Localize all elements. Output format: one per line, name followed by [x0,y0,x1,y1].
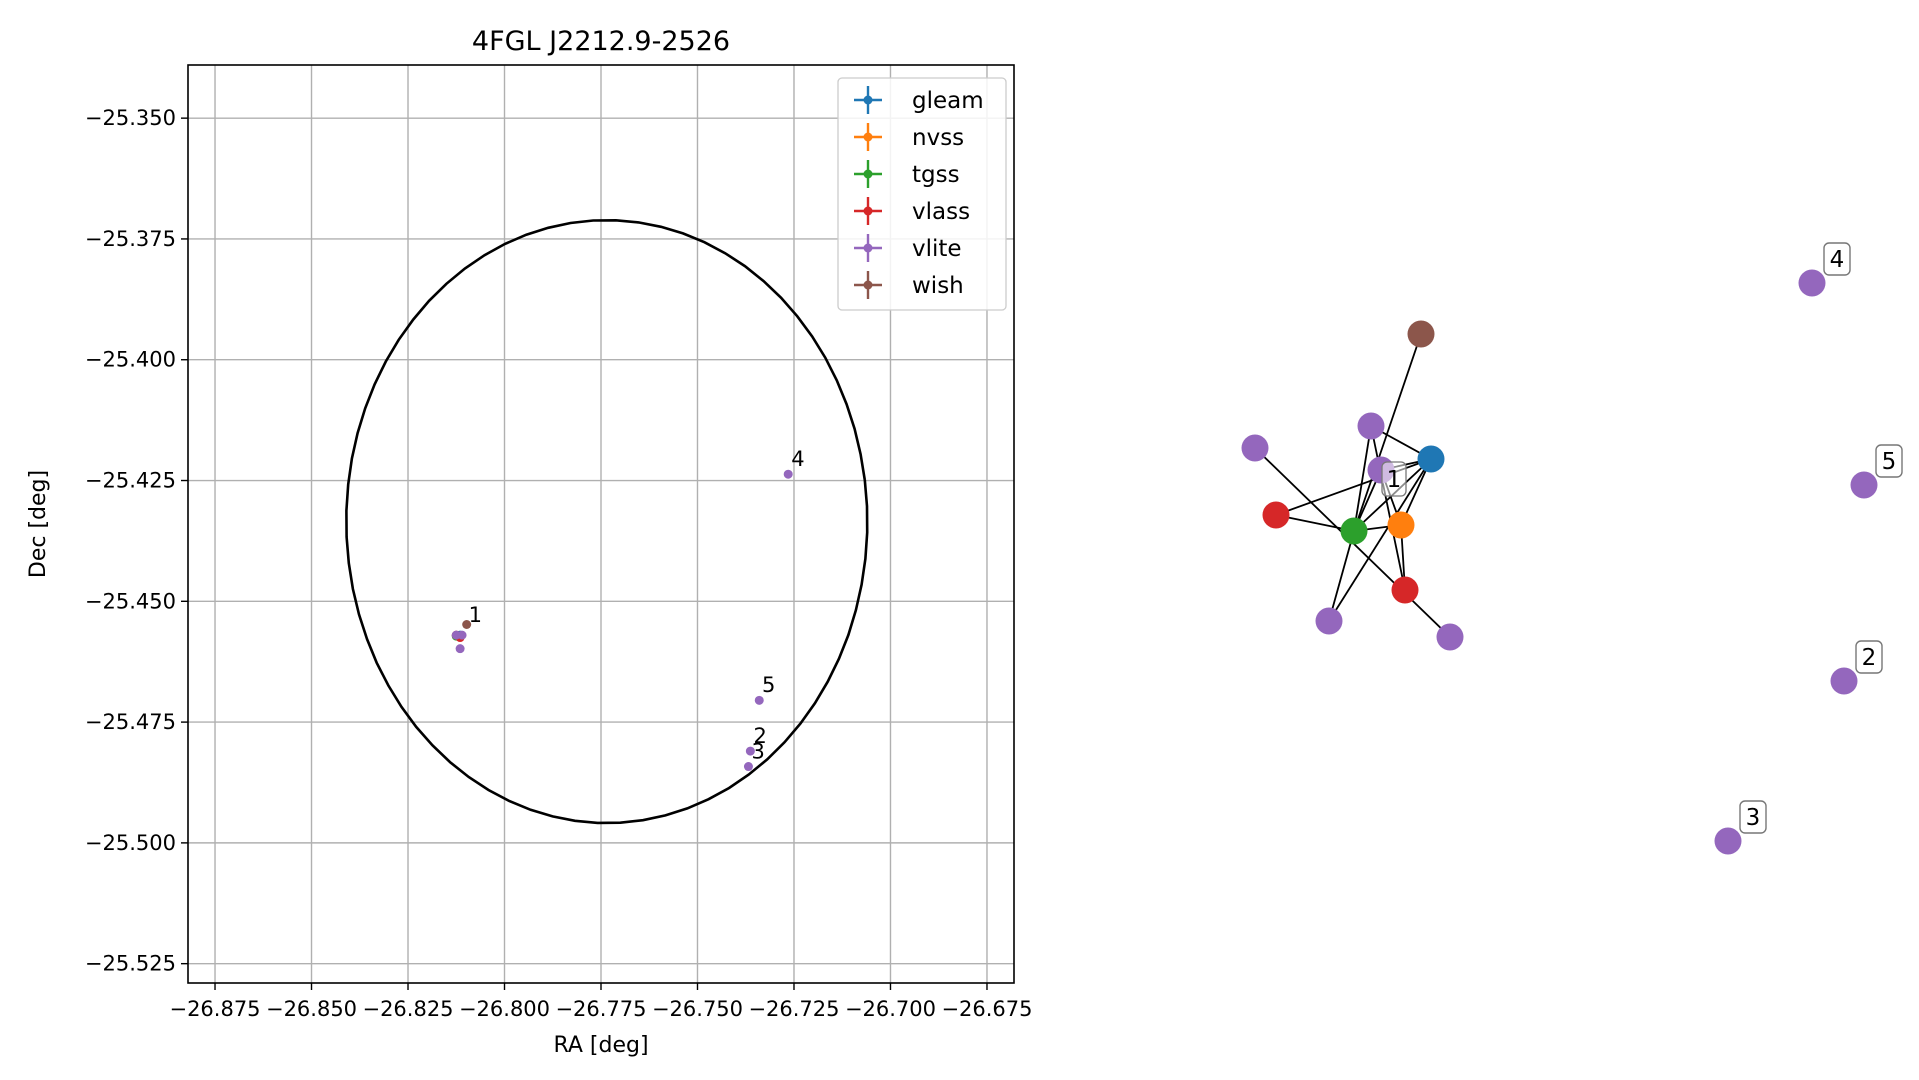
network-edge [1275,458,1432,516]
point-annotation: 1 [469,603,482,627]
node-label: 4 [1830,247,1845,273]
network-node [1387,511,1415,539]
legend-marker-dot [863,132,873,142]
y-tick-label: −25.350 [85,106,176,130]
y-tick-label: −25.450 [85,589,176,613]
network-node [1830,667,1858,695]
chart-title: 4FGL J2212.9-2526 [472,26,730,57]
data-point-vlite [457,630,467,640]
network-node [1714,827,1742,855]
network-edges [1254,333,1451,638]
x-tick-label: −26.775 [555,997,646,1021]
y-ticks: −25.350 −25.375 −25.400 −25.425 −25.450 −25.4… [85,106,188,976]
point-annotation: 3 [752,739,765,763]
x-tick-label: −26.850 [266,997,357,1021]
node-label: 2 [1862,645,1877,671]
data-point-wish [462,619,472,629]
legend-label: nvss [912,125,964,151]
network-node [1850,471,1878,499]
legend-label: tgss [912,162,960,188]
x-tick-label: −26.700 [845,997,936,1021]
data-point-vlite [743,762,753,772]
localization-ellipse [345,218,869,825]
x-tick-label: −26.875 [169,997,260,1021]
legend-label: vlass [912,199,970,225]
x-tick-label: −26.675 [941,997,1032,1021]
y-tick-label: −25.525 [85,952,176,976]
legend-label: gleam [912,88,984,114]
data-points [451,469,793,772]
network-node [1407,320,1435,348]
y-tick-label: −25.425 [85,469,176,493]
cluster-label: 1 [1387,467,1402,493]
legend-marker-dot [863,206,873,216]
legend-marker-dot [863,95,873,105]
legend-marker-dot [863,169,873,179]
network-node [1798,269,1826,297]
node-label-box [1739,800,1767,834]
network-panel: 4 5 2 3 1 [1241,242,1903,855]
y-tick-label: −25.375 [85,227,176,251]
node-label-box [1855,640,1883,674]
x-tick-label: −26.800 [459,997,550,1021]
point-annotation: 5 [762,673,775,697]
data-point-vlite [745,746,755,756]
point-annotation: 4 [791,447,804,471]
network-labels: 4 5 2 3 1 [1381,242,1903,834]
point-annotation: 2 [753,724,766,748]
data-point-vlite [455,644,465,654]
network-node [1391,576,1419,604]
data-point-vlite [754,695,764,705]
ellipse-outline [345,218,869,825]
y-tick-label: −25.500 [85,831,176,855]
network-node [1241,434,1269,462]
legend: gleam nvss tgss vlass vlite wish [837,77,1007,311]
data-point-vlite [783,469,793,479]
network-edge [1353,425,1372,532]
x-axis-label: RA [deg] [553,1033,648,1058]
network-nodes [1241,269,1878,855]
legend-label: wish [912,273,964,299]
y-axis-label: Dec [deg] [26,470,51,578]
network-node [1357,412,1385,440]
y-tick-label: −25.475 [85,710,176,734]
x-tick-label: −26.825 [362,997,453,1021]
network-edge [1353,333,1422,532]
x-ticks: −26.875 −26.850 −26.825 −26.800 −26.775 −26.7… [169,983,1033,1021]
network-node [1417,445,1445,473]
node-label: 5 [1882,449,1897,475]
network-node [1340,517,1368,545]
y-tick-label: −25.400 [85,348,176,372]
legend-marker-dot [863,243,873,253]
node-label: 3 [1746,805,1761,831]
network-node [1262,501,1290,529]
network-edge [1328,530,1355,622]
network-edge [1328,458,1432,622]
x-tick-label: −26.750 [652,997,743,1021]
node-label-box [1823,242,1851,276]
network-edge [1370,425,1406,591]
network-node [1436,623,1464,651]
grid [188,65,1014,983]
legend-label: vlite [912,236,962,262]
cluster-label-box [1381,461,1407,497]
x-tick-label: −26.725 [748,997,839,1021]
node-label-box [1875,444,1903,478]
network-node [1315,607,1343,635]
legend-marker-dot [863,280,873,290]
